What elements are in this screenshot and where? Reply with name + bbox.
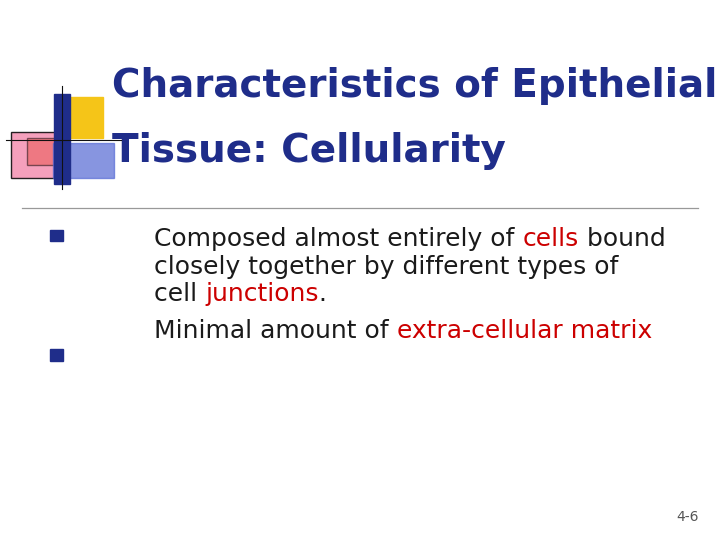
Text: Tissue: Cellularity: Tissue: Cellularity xyxy=(112,132,505,170)
FancyBboxPatch shape xyxy=(27,138,56,165)
Bar xyxy=(50,230,63,241)
Bar xyxy=(50,349,63,361)
Text: junctions: junctions xyxy=(205,282,319,307)
Text: Minimal amount of: Minimal amount of xyxy=(154,319,397,343)
FancyBboxPatch shape xyxy=(11,132,65,178)
Text: closely together by different types of: closely together by different types of xyxy=(154,254,618,279)
Text: Characteristics of Epithelial: Characteristics of Epithelial xyxy=(112,68,717,105)
FancyBboxPatch shape xyxy=(56,97,103,138)
Text: 4-6: 4-6 xyxy=(676,510,698,524)
FancyBboxPatch shape xyxy=(54,94,70,184)
Text: bound: bound xyxy=(579,227,665,251)
Text: cell: cell xyxy=(154,282,205,307)
Text: cells: cells xyxy=(523,227,579,251)
Text: .: . xyxy=(319,282,327,307)
Text: extra-cellular matrix: extra-cellular matrix xyxy=(397,319,652,343)
FancyBboxPatch shape xyxy=(53,143,114,178)
Text: Composed almost entirely of: Composed almost entirely of xyxy=(154,227,523,251)
